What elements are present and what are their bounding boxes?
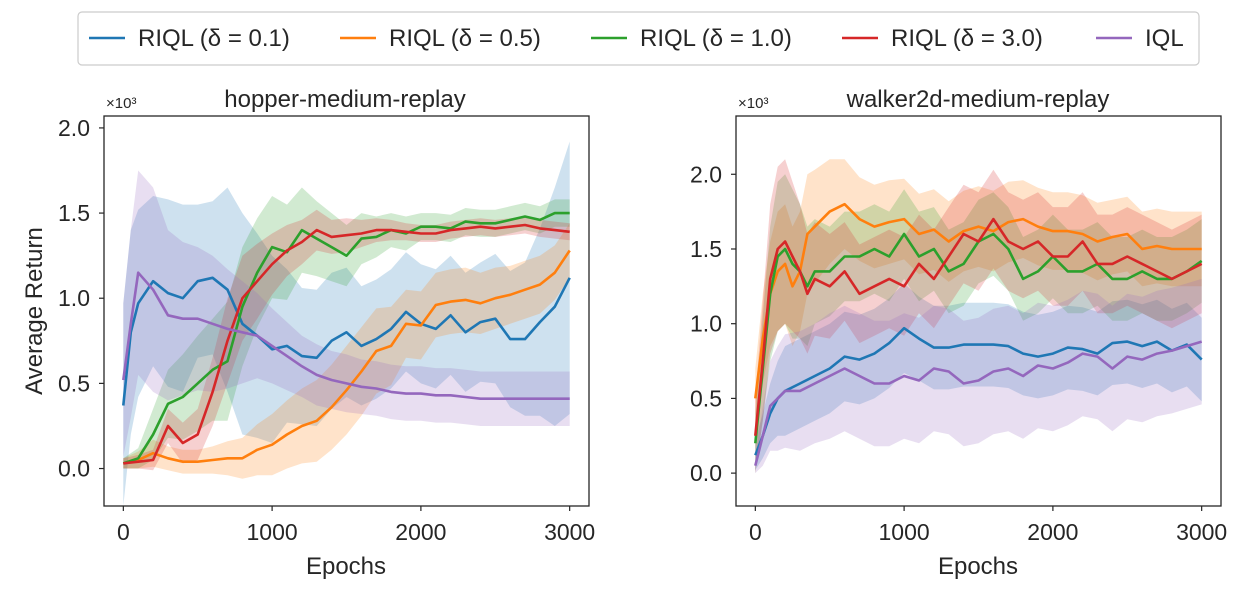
walker2d-line-riql-0-5 xyxy=(754,202,1202,399)
hopper-y-tick-label: 0.0 xyxy=(58,456,90,482)
hopper-x-axis-label: Epochs xyxy=(306,553,386,580)
legend-frame xyxy=(77,11,1200,66)
hopper-band-iql xyxy=(123,170,570,457)
hopper-y-tick-label: 1.5 xyxy=(58,200,90,226)
legend-label-riql-0-5: RIQL (δ = 0.5) xyxy=(389,25,541,52)
legend-label-riql-3-0: RIQL (δ = 3.0) xyxy=(891,25,1043,52)
walker2d-bands xyxy=(755,159,1202,474)
walker2d-x-tick-label: 2000 xyxy=(1027,519,1078,545)
legend-entry-riql-3-0: RIQL (δ = 3.0) xyxy=(842,25,1043,52)
walker2d-y-tick-label: 0.0 xyxy=(690,460,722,486)
hopper-line-riql-0-5 xyxy=(123,249,571,465)
hopper-x-ticks: 0 1000 2000 3000 xyxy=(117,506,595,545)
hopper-y-tick-label: 1.0 xyxy=(58,285,90,311)
legend-label-riql-1-0: RIQL (δ = 1.0) xyxy=(640,25,792,52)
walker2d-line-iql xyxy=(754,340,1203,467)
walker2d-x-ticks: 0 1000 2000 3000 xyxy=(749,506,1227,545)
walker2d-y-tick-label: 0.5 xyxy=(690,385,722,411)
hopper-line-riql-1-0 xyxy=(122,211,570,465)
hopper-chart-title: hopper-medium-replay xyxy=(224,86,465,113)
hopper-band-riql-0-1 xyxy=(123,141,570,506)
walker2d-line-riql-3-0 xyxy=(754,217,1203,436)
walker2d-y-tick-label: 2.0 xyxy=(690,161,722,187)
walker2d-multiplier-label: ×10³ xyxy=(738,95,768,112)
walker2d-x-tick-label: 1000 xyxy=(879,519,930,545)
legend: RIQL (δ = 0.1) RIQL (δ = 0.5) RIQL (δ = … xyxy=(77,11,1200,66)
walker2d-line-riql-0-1 xyxy=(754,326,1203,456)
walker2d-x-axis-label: Epochs xyxy=(938,553,1018,580)
walker2d-x-tick-label: 3000 xyxy=(1176,519,1227,545)
legend-label-riql-0-1: RIQL (δ = 0.1) xyxy=(138,25,290,52)
hopper-plot-frame xyxy=(103,115,590,507)
walker2d-y-tick-label: 1.5 xyxy=(690,236,722,262)
walker2d-band-riql-0-5 xyxy=(755,159,1202,429)
legend-entry-iql: IQL xyxy=(1096,25,1184,52)
hopper-x-tick-label: 3000 xyxy=(544,519,595,545)
hopper-band-riql-0-5 xyxy=(123,223,570,479)
hopper-y-tick-label: 2.0 xyxy=(58,115,90,141)
hopper-multiplier-label: ×10³ xyxy=(106,95,136,112)
walker2d-band-riql-0-1 xyxy=(755,283,1202,471)
hopper-line-riql-3-0 xyxy=(123,223,570,465)
walker2d-y-tick-label: 1.0 xyxy=(690,311,722,337)
hopper-line-iql xyxy=(122,271,570,401)
legend-entry-riql-0-1: RIQL (δ = 0.1) xyxy=(89,25,290,52)
legend-label-iql: IQL xyxy=(1145,25,1184,52)
hopper-lines xyxy=(122,211,571,465)
hopper-y-axis-label: Average Return xyxy=(21,227,48,395)
walker2d-chart-panel: walker2d-medium-replay ×10³ Epochs 0.00.… xyxy=(690,86,1227,580)
hopper-x-tick-label: 0 xyxy=(117,519,130,545)
hopper-x-tick-label: 2000 xyxy=(395,519,446,545)
hopper-bands xyxy=(123,141,570,506)
legend-entry-riql-0-5: RIQL (δ = 0.5) xyxy=(340,25,541,52)
legend-entry-riql-1-0: RIQL (δ = 1.0) xyxy=(591,25,792,52)
walker2d-band-iql xyxy=(755,278,1202,474)
walker2d-chart-title: walker2d-medium-replay xyxy=(846,86,1110,113)
walker2d-plot-frame xyxy=(735,115,1222,507)
walker2d-band-riql-1-0 xyxy=(755,174,1202,474)
walker2d-x-tick-label: 0 xyxy=(749,519,762,545)
hopper-line-riql-0-1 xyxy=(122,276,571,406)
hopper-y-tick-label: 0.5 xyxy=(58,370,90,396)
hopper-y-ticks: 0.0 0.5 1.0 1.5 2.0 xyxy=(58,115,104,482)
walker2d-y-ticks: 0.0 0.5 1.0 1.5 2.0 xyxy=(690,161,736,486)
walker2d-lines xyxy=(754,202,1203,467)
hopper-chart-panel: hopper-medium-replay ×10³ Average Return… xyxy=(21,86,595,580)
hopper-x-tick-label: 1000 xyxy=(247,519,298,545)
